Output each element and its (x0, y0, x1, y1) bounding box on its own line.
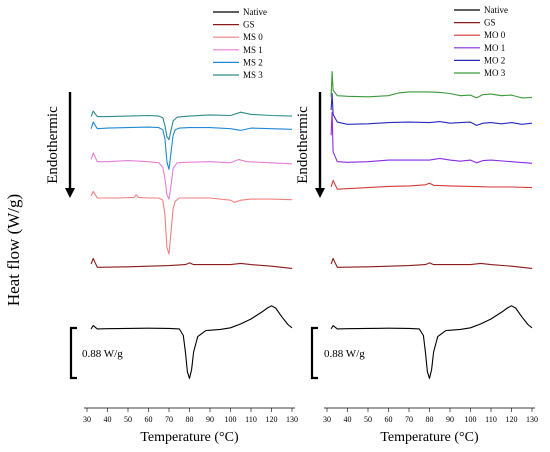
right-legend-label: MO 1 (484, 43, 505, 53)
right-series-mo-2-line (330, 92, 533, 126)
left-x-tick-label: 120 (266, 415, 278, 424)
left-legend-label: MS 0 (243, 32, 263, 42)
right-x-tick-label: 90 (446, 415, 454, 424)
right-legend-label: MO 2 (484, 55, 505, 65)
left-x-tick-label: 60 (145, 415, 153, 424)
right-series-gs-line (330, 257, 533, 269)
shared-y-axis-label: Heat flow (W/g) (4, 194, 23, 306)
right-x-tick-label: 40 (344, 415, 352, 424)
left-x-tick-label: 70 (165, 415, 173, 424)
right-legend-label: MO 0 (484, 30, 506, 40)
left-legend-label: MS 1 (243, 45, 263, 55)
left-legend-label: GS (243, 20, 255, 30)
left-series-ms-2-line (90, 121, 293, 170)
left-series-native-line (90, 305, 293, 379)
left-series-ms-0-line (90, 190, 293, 255)
right-x-tick-label: 60 (385, 415, 393, 424)
right-x-tick-label: 110 (485, 415, 497, 424)
right-legend-label: GS (484, 18, 496, 28)
left-x-tick-label: 80 (186, 415, 194, 424)
right-x-tick-label: 30 (323, 415, 331, 424)
right-x-tick-label: 70 (405, 415, 413, 424)
right-series-mo-1-line (330, 111, 533, 164)
left-x-tick-label: 40 (104, 415, 112, 424)
right-scale-bar (310, 326, 318, 380)
left-legend-label: MS 2 (243, 57, 263, 67)
left-endothermic-arrow-head (65, 188, 75, 198)
left-legend-label: MS 3 (243, 70, 263, 80)
right-series-mo-3-line (330, 70, 533, 99)
left-x-tick-label: 90 (206, 415, 214, 424)
left-legend-label: Native (243, 7, 267, 17)
right-legend-label: MO 3 (484, 68, 506, 78)
right-x-axis-label: Temperature (°C) (380, 430, 479, 445)
right-x-tick-label: 100 (465, 415, 477, 424)
left-endothermic-label: Endothermic (45, 106, 61, 184)
left-series-gs-line (90, 257, 293, 269)
left-x-tick-label: 130 (286, 415, 298, 424)
right-series-native-line (330, 305, 533, 379)
left-x-tick-label: 30 (83, 415, 91, 424)
right-scale-bar-label: 0.88 W/g (324, 348, 365, 360)
right-legend-label: Native (484, 5, 508, 15)
right-x-tick-label: 50 (364, 415, 372, 424)
left-x-axis-label: Temperature (°C) (140, 430, 239, 445)
left-scale-bar (69, 326, 77, 380)
left-x-tick-label: 100 (225, 415, 237, 424)
left-series-ms-3-line (90, 110, 293, 141)
right-x-tick-label: 80 (426, 415, 434, 424)
right-x-tick-label: 130 (526, 415, 538, 424)
right-x-tick-label: 120 (506, 415, 518, 424)
left-scale-bar-label: 0.88 W/g (82, 348, 123, 360)
right-endothermic-arrow-head (315, 188, 325, 198)
right-series-mo-0-line (330, 179, 533, 190)
left-x-tick-label: 50 (124, 415, 132, 424)
right-endothermic-label: Endothermic (295, 106, 311, 184)
left-series-ms-1-line (90, 152, 293, 200)
left-x-tick-label: 110 (245, 415, 257, 424)
